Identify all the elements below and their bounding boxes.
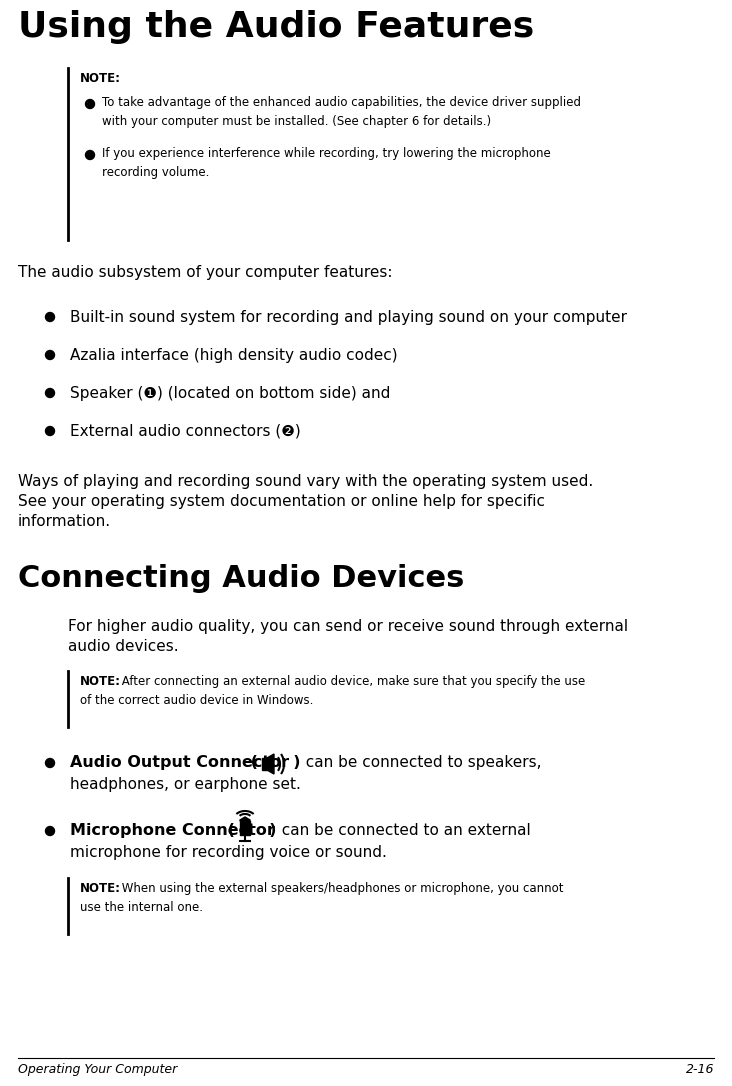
Text: Built-in sound system for recording and playing sound on your computer: Built-in sound system for recording and … <box>70 310 627 325</box>
Text: ): ) <box>258 823 277 838</box>
Text: microphone for recording voice or sound.: microphone for recording voice or sound. <box>70 845 387 860</box>
Text: audio devices.: audio devices. <box>68 639 179 654</box>
Text: with your computer must be installed. (See chapter 6 for details.): with your computer must be installed. (S… <box>102 115 491 128</box>
Text: recording volume.: recording volume. <box>102 166 209 179</box>
Text: NOTE:: NOTE: <box>80 675 121 689</box>
Text: The audio subsystem of your computer features:: The audio subsystem of your computer fea… <box>18 265 392 280</box>
Text: Azalia interface (high density audio codec): Azalia interface (high density audio cod… <box>70 348 397 363</box>
Text: When using the external speakers/headphones or microphone, you cannot: When using the external speakers/headpho… <box>118 882 564 895</box>
Text: (: ( <box>245 755 258 770</box>
Text: Connecting Audio Devices: Connecting Audio Devices <box>18 564 464 593</box>
Text: Using the Audio Features: Using the Audio Features <box>18 10 534 45</box>
Text: (: ( <box>222 823 235 838</box>
Polygon shape <box>267 754 274 774</box>
Circle shape <box>45 389 54 397</box>
Text: To take advantage of the enhanced audio capabilities, the device driver supplied: To take advantage of the enhanced audio … <box>102 96 581 109</box>
Circle shape <box>86 100 94 109</box>
Text: Ways of playing and recording sound vary with the operating system used.: Ways of playing and recording sound vary… <box>18 473 593 489</box>
Text: of the correct audio device in Windows.: of the correct audio device in Windows. <box>80 694 313 707</box>
Circle shape <box>45 758 54 768</box>
Text: See your operating system documentation or online help for specific: See your operating system documentation … <box>18 494 545 509</box>
Text: Speaker (❶) (located on bottom side) and: Speaker (❶) (located on bottom side) and <box>70 386 390 401</box>
Polygon shape <box>240 817 250 821</box>
Circle shape <box>45 313 54 321</box>
Text: After connecting an external audio device, make sure that you specify the use: After connecting an external audio devic… <box>118 675 586 689</box>
Text: information.: information. <box>18 514 111 529</box>
Bar <box>240 821 250 835</box>
Text: External audio connectors (❷): External audio connectors (❷) <box>70 424 301 439</box>
Circle shape <box>86 151 94 160</box>
Circle shape <box>45 351 54 359</box>
Circle shape <box>45 826 54 835</box>
Text: Microphone Connector: Microphone Connector <box>70 823 275 838</box>
Text: If you experience interference while recording, try lowering the microphone: If you experience interference while rec… <box>102 147 550 160</box>
Text: can be connected to speakers,: can be connected to speakers, <box>296 755 542 770</box>
Bar <box>262 758 267 770</box>
Text: ): ) <box>282 755 301 770</box>
Text: For higher audio quality, you can send or receive sound through external: For higher audio quality, you can send o… <box>68 619 628 634</box>
Text: can be connected to an external: can be connected to an external <box>272 823 531 838</box>
Text: 2-16: 2-16 <box>685 1063 714 1076</box>
Text: Audio Output Connector: Audio Output Connector <box>70 755 289 770</box>
Text: Operating Your Computer: Operating Your Computer <box>18 1063 177 1076</box>
Text: headphones, or earphone set.: headphones, or earphone set. <box>70 776 301 792</box>
Text: NOTE:: NOTE: <box>80 882 121 895</box>
Text: use the internal one.: use the internal one. <box>80 901 203 914</box>
Circle shape <box>45 427 54 435</box>
Text: NOTE:: NOTE: <box>80 72 121 85</box>
